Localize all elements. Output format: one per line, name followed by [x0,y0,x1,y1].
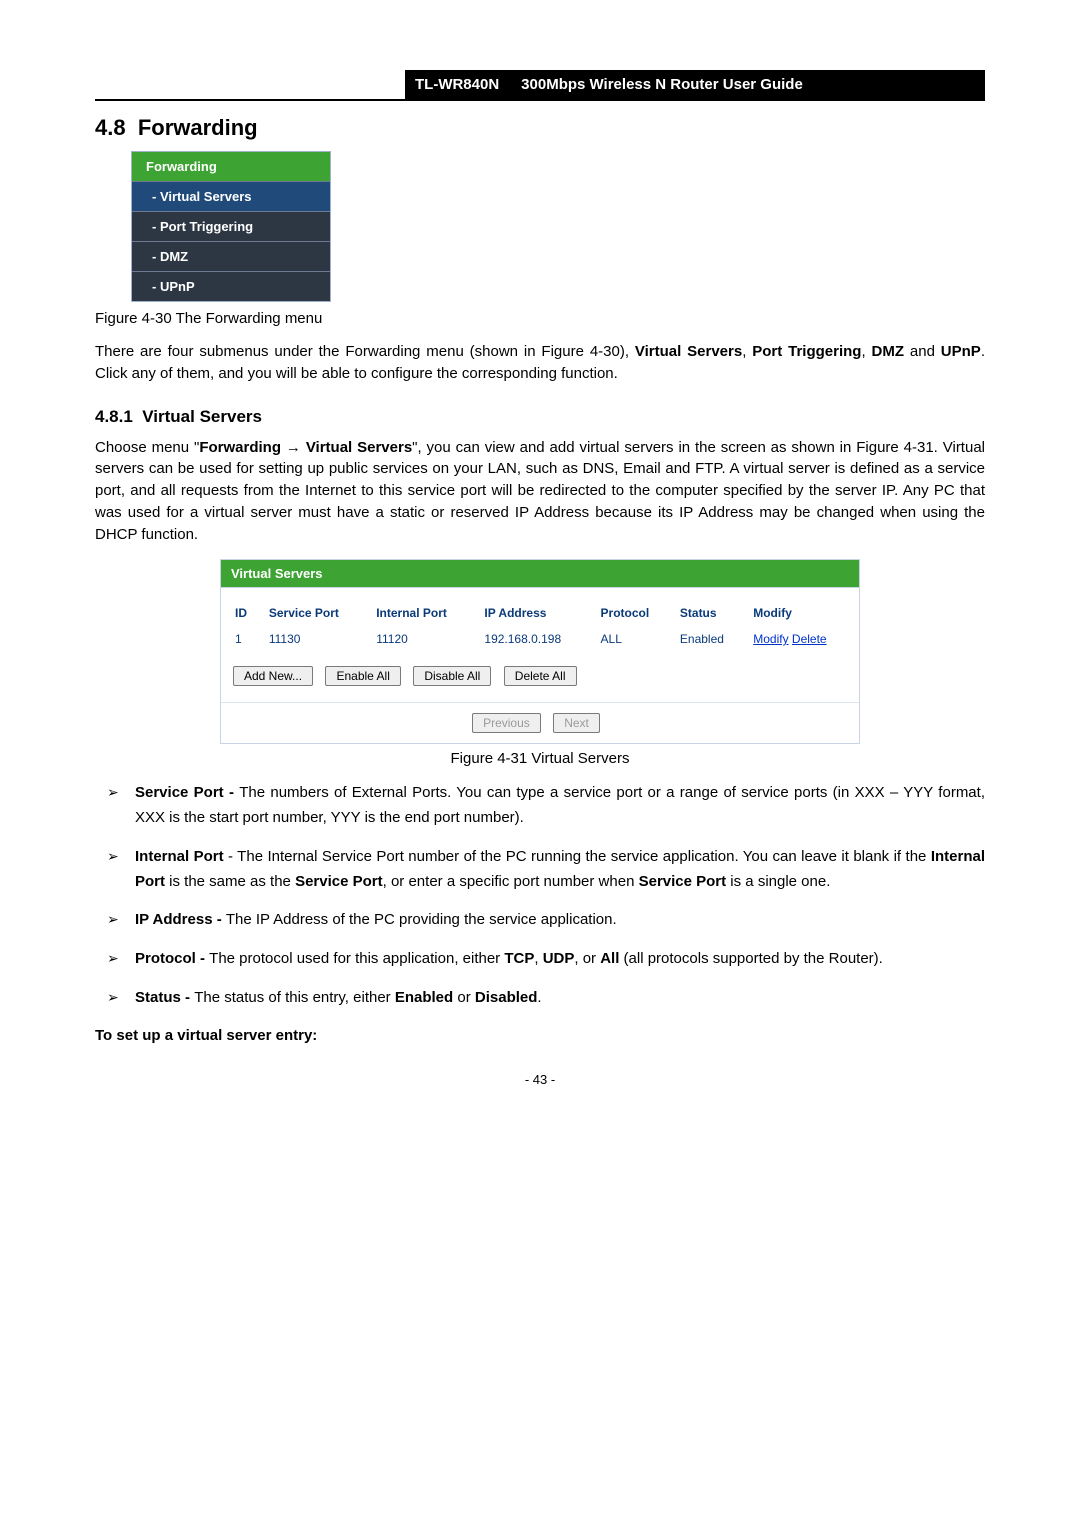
text-fragment: , [534,950,542,967]
cell-internal-port: 11120 [370,628,478,662]
nav-head: Forwarding [132,152,330,182]
text-fragment: Choose menu " [95,439,199,456]
field-descriptions: Service Port - The numbers of External P… [95,781,985,1010]
bold-port-triggering: Port Triggering [752,343,861,360]
next-button: Next [553,713,600,733]
modify-link[interactable]: Modify [753,632,788,646]
text-fragment: , [861,343,871,360]
page-header: TL-WR840N 300Mbps Wireless N Router User… [95,70,985,101]
label-protocol: Protocol - [135,950,209,967]
text-fragment: The IP Address of the PC providing the s… [226,911,617,928]
document-page: TL-WR840N 300Mbps Wireless N Router User… [0,0,1080,1127]
header-spacer [95,70,405,99]
text-fragment: The protocol used for this application, … [209,950,504,967]
label-ip-address: IP Address - [135,911,226,928]
previous-button: Previous [472,713,541,733]
virtual-servers-paragraph: Choose menu "Forwarding → Virtual Server… [95,437,985,546]
virtual-servers-panel: Virtual Servers ID Service Port Internal… [220,559,860,744]
col-service-port: Service Port [263,592,370,628]
table-row: 1 11130 11120 192.168.0.198 ALL Enabled … [221,628,859,662]
model-label: TL-WR840N [405,70,509,99]
setup-heading: To set up a virtual server entry: [95,1025,985,1047]
list-item: Internal Port - The Internal Service Por… [95,845,985,895]
bold-virtual-servers: Virtual Servers [306,439,412,456]
add-new-button[interactable]: Add New... [233,666,313,686]
text-fragment: , [742,343,752,360]
text-fragment: There are four submenus under the Forwar… [95,343,635,360]
text-fragment: , or enter a specific port number when [383,873,639,890]
panel-title: Virtual Servers [221,560,859,588]
list-item: IP Address - The IP Address of the PC pr… [95,908,985,933]
delete-link[interactable]: Delete [792,632,827,646]
bold-enabled: Enabled [395,989,453,1006]
col-internal-port: Internal Port [370,592,478,628]
col-modify: Modify [747,592,859,628]
intro-paragraph: There are four submenus under the Forwar… [95,341,985,385]
list-item: Service Port - The numbers of External P… [95,781,985,831]
guide-title: 300Mbps Wireless N Router User Guide [509,70,985,99]
section-heading: 4.8 Forwarding [95,115,985,141]
list-item: Protocol - The protocol used for this ap… [95,947,985,972]
text-fragment: (all protocols supported by the Router). [619,950,882,967]
figure-4-31-caption: Figure 4-31 Virtual Servers [95,750,985,767]
col-ip-address: IP Address [478,592,594,628]
panel-body: ID Service Port Internal Port IP Address… [221,588,859,743]
bold-upnp: UPnP [941,343,981,360]
nav-item-port-triggering: - Port Triggering [132,212,330,242]
label-status: Status - [135,989,194,1006]
enable-all-button[interactable]: Enable All [325,666,400,686]
bold-service-port: Service Port [295,873,383,890]
text-fragment: and [904,343,941,360]
table-header-row: ID Service Port Internal Port IP Address… [221,592,859,628]
bold-service-port: Service Port [639,873,727,890]
bold-virtual-servers: Virtual Servers [635,343,742,360]
text-fragment: The status of this entry, either [194,989,395,1006]
nav-item-dmz: - DMZ [132,242,330,272]
section-number: 4.8 [95,115,126,140]
bold-tcp: TCP [504,950,534,967]
cell-id: 1 [221,628,263,662]
text-fragment: - The Internal Service Port number of th… [224,848,931,865]
button-row: Add New... Enable All Disable All Delete… [221,662,859,702]
subsection-title: Virtual Servers [142,407,262,426]
forwarding-menu-figure: Forwarding - Virtual Servers - Port Trig… [131,151,331,302]
text-fragment: The numbers of External Ports. You can t… [135,784,985,826]
arrow-icon: → [281,439,306,456]
list-item: Status - The status of this entry, eithe… [95,986,985,1011]
col-status: Status [674,592,747,628]
cell-ip: 192.168.0.198 [478,628,594,662]
subsection-heading: 4.8.1 Virtual Servers [95,407,985,427]
text-fragment: or [453,989,475,1006]
cell-status: Enabled [674,628,747,662]
bold-forwarding: Forwarding [199,439,281,456]
bold-dmz: DMZ [872,343,905,360]
text-fragment: is the same as the [165,873,295,890]
virtual-servers-table: ID Service Port Internal Port IP Address… [221,592,859,662]
nav-item-upnp: - UPnP [132,272,330,301]
section-title: Forwarding [138,115,258,140]
text-fragment: is a single one. [726,873,830,890]
nav-item-virtual-servers: - Virtual Servers [132,182,330,212]
page-number: - 43 - [95,1072,985,1087]
bold-all: All [600,950,619,967]
cell-service-port: 11130 [263,628,370,662]
bold-disabled: Disabled [475,989,538,1006]
figure-4-30-caption: Figure 4-30 The Forwarding menu [95,310,985,327]
setup-heading-text: To set up a virtual server entry: [95,1027,317,1044]
text-fragment: , or [574,950,600,967]
delete-all-button[interactable]: Delete All [504,666,577,686]
col-protocol: Protocol [595,592,674,628]
cell-protocol: ALL [595,628,674,662]
label-service-port: Service Port - [135,784,239,801]
cell-actions: Modify Delete [747,628,859,662]
text-fragment: . [537,989,541,1006]
pager: Previous Next [221,702,859,743]
col-id: ID [221,592,263,628]
bold-udp: UDP [543,950,575,967]
label-internal-port: Internal Port [135,848,224,865]
subsection-number: 4.8.1 [95,407,133,426]
disable-all-button[interactable]: Disable All [413,666,491,686]
